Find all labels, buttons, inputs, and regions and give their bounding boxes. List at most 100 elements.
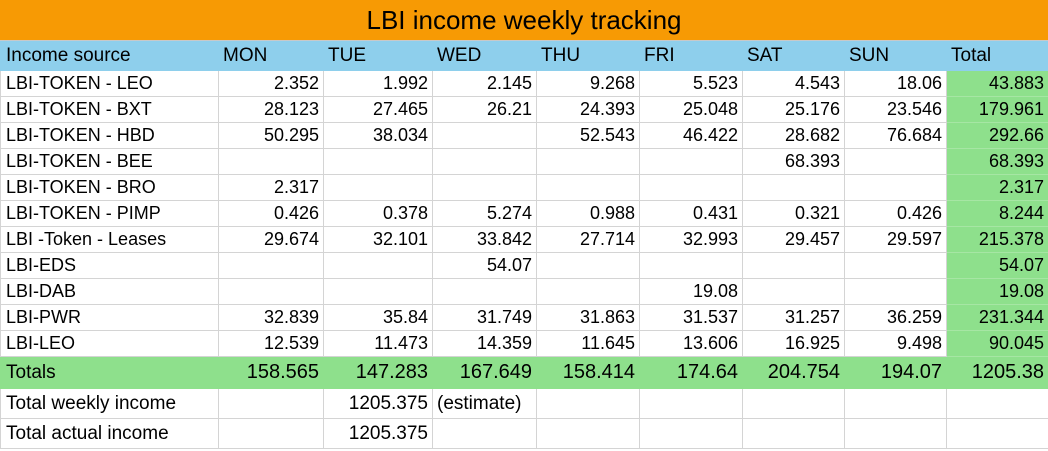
source-cell[interactable]: LBI-LEO — [0, 330, 219, 357]
row-total-cell[interactable]: 8.244 — [946, 200, 1048, 227]
totals-cell[interactable]: 204.754 — [742, 356, 845, 389]
value-cell[interactable] — [639, 252, 743, 279]
value-cell[interactable] — [218, 252, 324, 279]
value-cell[interactable]: 1.992 — [323, 70, 433, 97]
value-cell[interactable]: 28.123 — [218, 96, 324, 123]
source-cell[interactable]: LBI-TOKEN - LEO — [0, 70, 219, 97]
value-cell[interactable]: 27.714 — [536, 226, 640, 253]
value-cell[interactable]: 52.543 — [536, 122, 640, 149]
value-cell[interactable]: 38.034 — [323, 122, 433, 149]
column-header[interactable]: SUN — [844, 41, 947, 71]
row-total-cell[interactable]: 90.045 — [946, 330, 1048, 357]
value-cell[interactable]: 9.498 — [844, 330, 947, 357]
column-header[interactable]: Income source — [0, 41, 219, 71]
value-cell[interactable]: 19.08 — [639, 278, 743, 305]
value-cell[interactable]: 18.06 — [844, 70, 947, 97]
column-header[interactable]: SAT — [742, 41, 845, 71]
summary-label[interactable]: Total actual income — [0, 418, 219, 449]
value-cell[interactable]: 29.674 — [218, 226, 324, 253]
value-cell[interactable]: 9.268 — [536, 70, 640, 97]
value-cell[interactable] — [844, 252, 947, 279]
value-cell[interactable]: 0.431 — [639, 200, 743, 227]
summary-label[interactable]: Total weekly income — [0, 388, 219, 419]
value-cell[interactable] — [432, 122, 537, 149]
value-cell[interactable] — [536, 252, 640, 279]
value-cell[interactable]: 11.645 — [536, 330, 640, 357]
value-cell[interactable]: 28.682 — [742, 122, 845, 149]
value-cell[interactable] — [536, 148, 640, 175]
value-cell[interactable]: 0.378 — [323, 200, 433, 227]
row-total-cell[interactable]: 68.393 — [946, 148, 1048, 175]
row-total-cell[interactable]: 292.66 — [946, 122, 1048, 149]
column-header[interactable]: Total — [946, 41, 1048, 71]
value-cell[interactable] — [742, 174, 845, 201]
source-cell[interactable]: LBI-TOKEN - BEE — [0, 148, 219, 175]
empty-cell[interactable] — [639, 418, 743, 449]
source-cell[interactable]: LBI-TOKEN - BXT — [0, 96, 219, 123]
value-cell[interactable]: 29.457 — [742, 226, 845, 253]
value-cell[interactable] — [323, 252, 433, 279]
value-cell[interactable]: 29.597 — [844, 226, 947, 253]
row-total-cell[interactable]: 231.344 — [946, 304, 1048, 331]
value-cell[interactable]: 14.359 — [432, 330, 537, 357]
value-cell[interactable]: 35.84 — [323, 304, 433, 331]
value-cell[interactable] — [742, 278, 845, 305]
source-cell[interactable]: LBI -Token - Leases — [0, 226, 219, 253]
value-cell[interactable]: 16.925 — [742, 330, 845, 357]
value-cell[interactable] — [323, 278, 433, 305]
totals-cell[interactable]: 158.414 — [536, 356, 640, 389]
value-cell[interactable] — [323, 174, 433, 201]
value-cell[interactable]: 46.422 — [639, 122, 743, 149]
totals-cell[interactable]: 147.283 — [323, 356, 433, 389]
empty-cell[interactable] — [536, 388, 640, 419]
value-cell[interactable]: 4.543 — [742, 70, 845, 97]
source-cell[interactable]: LBI-TOKEN - BRO — [0, 174, 219, 201]
value-cell[interactable]: 26.21 — [432, 96, 537, 123]
value-cell[interactable]: 31.863 — [536, 304, 640, 331]
value-cell[interactable] — [432, 174, 537, 201]
value-cell[interactable] — [536, 278, 640, 305]
empty-cell[interactable] — [742, 418, 845, 449]
value-cell[interactable]: 32.993 — [639, 226, 743, 253]
value-cell[interactable]: 33.842 — [432, 226, 537, 253]
source-cell[interactable]: LBI-PWR — [0, 304, 219, 331]
column-header[interactable]: THU — [536, 41, 640, 71]
value-cell[interactable] — [536, 174, 640, 201]
value-cell[interactable]: 2.352 — [218, 70, 324, 97]
value-cell[interactable]: 27.465 — [323, 96, 433, 123]
totals-cell[interactable]: 158.565 — [218, 356, 324, 389]
column-header[interactable]: TUE — [323, 41, 433, 71]
value-cell[interactable]: 13.606 — [639, 330, 743, 357]
value-cell[interactable] — [218, 148, 324, 175]
value-cell[interactable]: 11.473 — [323, 330, 433, 357]
value-cell[interactable]: 36.259 — [844, 304, 947, 331]
value-cell[interactable]: 0.988 — [536, 200, 640, 227]
column-header[interactable]: MON — [218, 41, 324, 71]
source-cell[interactable]: LBI-EDS — [0, 252, 219, 279]
value-cell[interactable]: 32.101 — [323, 226, 433, 253]
empty-cell[interactable] — [742, 388, 845, 419]
totals-cell[interactable]: 174.64 — [639, 356, 743, 389]
totals-cell[interactable]: 1205.38 — [946, 356, 1048, 389]
value-cell[interactable]: 31.257 — [742, 304, 845, 331]
empty-cell[interactable] — [218, 388, 324, 419]
value-cell[interactable] — [218, 278, 324, 305]
value-cell[interactable] — [844, 278, 947, 305]
source-cell[interactable]: LBI-TOKEN - PIMP — [0, 200, 219, 227]
sheet-title[interactable]: LBI income weekly tracking — [0, 0, 1048, 41]
value-cell[interactable] — [432, 148, 537, 175]
summary-value[interactable]: 1205.375 — [323, 418, 433, 449]
empty-cell[interactable] — [946, 388, 1048, 419]
totals-cell[interactable]: 194.07 — [844, 356, 947, 389]
value-cell[interactable]: 25.176 — [742, 96, 845, 123]
value-cell[interactable] — [742, 252, 845, 279]
value-cell[interactable]: 54.07 — [432, 252, 537, 279]
value-cell[interactable] — [844, 174, 947, 201]
summary-note[interactable]: (estimate) — [432, 388, 537, 419]
empty-cell[interactable] — [639, 388, 743, 419]
value-cell[interactable]: 31.537 — [639, 304, 743, 331]
row-total-cell[interactable]: 54.07 — [946, 252, 1048, 279]
totals-cell[interactable]: 167.649 — [432, 356, 537, 389]
value-cell[interactable] — [639, 148, 743, 175]
value-cell[interactable]: 12.539 — [218, 330, 324, 357]
